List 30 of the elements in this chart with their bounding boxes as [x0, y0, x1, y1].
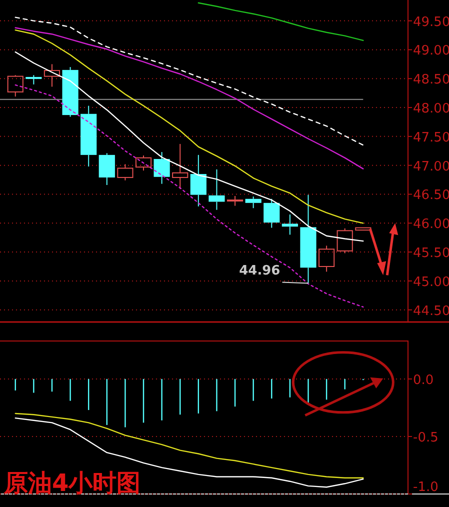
candlestick [245, 196, 262, 209]
candlestick [190, 154, 206, 207]
y-tick-label: 48.00 [413, 102, 449, 117]
annotation: 原油4小时图 [3, 469, 141, 497]
candlestick [44, 64, 60, 88]
candlestick [80, 105, 97, 167]
y-tick-label: 0.0 [413, 372, 434, 388]
y-tick-label: 49.50 [413, 14, 449, 30]
y-tick-label: 46.00 [413, 217, 449, 232]
line-series [14, 16, 364, 146]
y-tick-label: 47.50 [413, 130, 449, 146]
line-series [14, 27, 364, 170]
y-tick-label: -1.0 [413, 480, 438, 495]
y-tick-label: 46.50 [413, 188, 449, 204]
candlestick [62, 66, 78, 118]
line-series [14, 29, 364, 224]
candlestick [172, 143, 188, 190]
y-tick-label: 44.50 [413, 304, 449, 319]
y-tick-label: 49.00 [413, 44, 449, 59]
y-tick-label: 48.50 [413, 72, 449, 88]
candlestick [98, 152, 115, 186]
candlestick [208, 168, 225, 210]
line-series [198, 2, 364, 42]
y-tick-label: 45.50 [413, 246, 449, 262]
y-tick-label: -0.5 [413, 430, 438, 446]
y-tick-label: 45.00 [413, 274, 449, 290]
candlestick [300, 194, 316, 284]
y-tick-label: 47.00 [413, 159, 449, 174]
annotation: 44.96 [239, 263, 280, 278]
candlestick [282, 214, 298, 236]
